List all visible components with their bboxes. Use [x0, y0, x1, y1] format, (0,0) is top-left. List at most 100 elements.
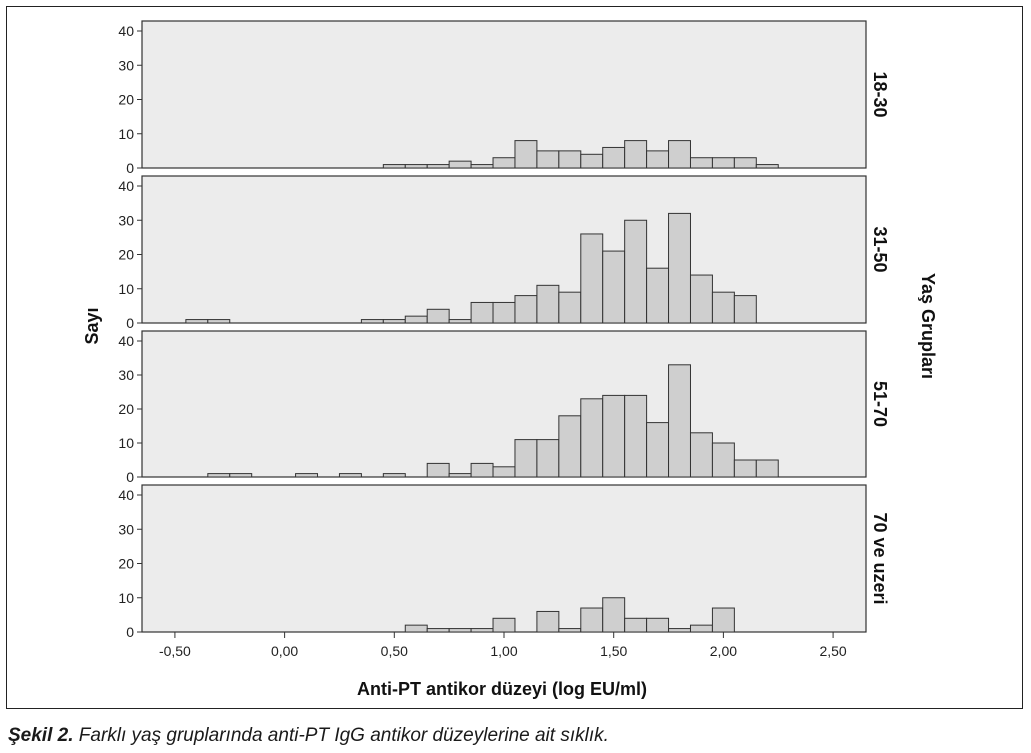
histogram-bar	[470, 628, 494, 633]
histogram-bar	[689, 624, 713, 633]
y-tick-label: 40	[118, 178, 134, 194]
y-tick-label: 10	[118, 281, 134, 297]
facet-panel-2: 0 10 20 30 40 31-50	[118, 175, 890, 331]
facet-panels: 0 10 20 30 40 18-30 0 10 20 30 40 31-50 0 10 20 30 40 51-…	[118, 20, 890, 640]
histogram-bar	[448, 473, 472, 478]
histogram-bar	[448, 628, 472, 633]
histogram-bar	[470, 164, 494, 169]
histogram-bar	[426, 308, 450, 324]
histogram-bar	[580, 233, 604, 324]
histogram-bar	[689, 157, 713, 169]
histogram-bar	[602, 146, 626, 169]
y-tick-label: 40	[118, 333, 134, 349]
histogram-bar	[536, 284, 560, 324]
facet-panel-4: 0 10 20 30 40 70 ve uzeri	[118, 484, 890, 640]
histogram-bar	[514, 140, 538, 169]
histogram-bar	[711, 442, 735, 478]
y-tick-label: 0	[126, 469, 134, 485]
histogram-bar	[602, 394, 626, 478]
histogram-bar	[646, 150, 670, 169]
histogram-bar	[207, 319, 231, 324]
facet-strip-label: 51-70	[870, 381, 890, 427]
histogram-bar	[514, 439, 538, 478]
histogram-bar	[668, 140, 691, 169]
histogram-bar	[382, 473, 406, 478]
x-tick-label: 2,50	[819, 643, 846, 659]
figure-frame	[6, 6, 1023, 709]
histogram-bar	[668, 212, 691, 324]
y-tick-label: 10	[118, 590, 134, 606]
histogram-bar	[404, 624, 428, 633]
y-tick-label: 20	[118, 247, 134, 263]
y-tick-label: 10	[118, 126, 134, 142]
y-tick-label: 10	[118, 435, 134, 451]
histogram-bar	[580, 607, 604, 633]
histogram-bar	[689, 432, 713, 478]
x-tick-label: 0,50	[381, 643, 408, 659]
facet-strip-label: 18-30	[870, 71, 890, 117]
histogram-bar	[185, 319, 209, 324]
histogram-bar	[602, 250, 626, 324]
panel-background	[141, 484, 867, 633]
histogram-bar	[624, 140, 648, 169]
histogram-bar	[711, 607, 735, 633]
histogram-bar	[624, 617, 648, 633]
y-tick-label: 20	[118, 556, 134, 572]
histogram-bar	[580, 398, 604, 478]
histogram-bar	[448, 160, 472, 169]
histogram-bar	[668, 628, 691, 633]
histogram-bar	[514, 295, 538, 324]
histogram-bar	[689, 274, 713, 324]
panel-background	[141, 175, 867, 324]
x-tick-label: -0,50	[159, 643, 191, 659]
histogram-bar	[448, 319, 472, 324]
histogram-bar	[404, 164, 428, 169]
histogram-bar	[536, 150, 560, 169]
histogram-bar	[733, 295, 757, 324]
histogram-bar	[470, 462, 494, 478]
histogram-bar	[295, 473, 319, 478]
panel-background	[141, 330, 867, 478]
x-tick-label: 2,00	[710, 643, 737, 659]
histogram-bar	[558, 291, 582, 324]
histogram-bar	[558, 150, 582, 169]
y-tick-label: 0	[126, 315, 134, 331]
histogram-bar	[426, 462, 450, 478]
x-axis: -0,50 0,00 0,50 1,00 1,50 2,00 2,50	[159, 632, 847, 659]
histogram-bar	[426, 628, 450, 633]
y-tick-label: 20	[118, 92, 134, 108]
histogram-bar	[733, 459, 757, 478]
facet-panel-1: 0 10 20 30 40 18-30	[118, 20, 890, 176]
histogram-bar	[229, 473, 253, 478]
x-tick-label: 0,00	[271, 643, 298, 659]
y-tick-label: 40	[118, 487, 134, 503]
histogram-bar	[492, 157, 516, 169]
histogram-bar	[558, 628, 582, 633]
histogram-bar	[733, 157, 757, 169]
histogram-bar	[646, 422, 670, 478]
figure-number: Şekil 2.	[8, 725, 74, 746]
histogram-bar	[492, 301, 516, 324]
histogram-bar	[711, 157, 735, 169]
histogram-bar	[755, 164, 779, 169]
histogram-bar	[558, 415, 582, 478]
y-tick-label: 30	[118, 521, 134, 537]
y-tick-label: 40	[118, 23, 134, 39]
facet-strip-label: 70 ve uzeri	[870, 512, 890, 604]
histogram-bar	[580, 153, 604, 169]
y-tick-label: 30	[118, 367, 134, 383]
histogram-bar	[536, 439, 560, 478]
histogram-bar	[360, 319, 384, 324]
panel-background	[141, 20, 867, 169]
histogram-bar	[646, 267, 670, 324]
histogram-bar	[207, 473, 231, 478]
y-tick-label: 0	[126, 624, 134, 640]
y-tick-label: 30	[118, 212, 134, 228]
histogram-bar	[382, 319, 406, 324]
histogram-bar	[668, 364, 691, 478]
histogram-bar	[426, 164, 450, 169]
y-tick-label: 0	[126, 160, 134, 176]
figure-caption: Şekil 2. Farklı yaş gruplarında anti-PT …	[8, 725, 609, 747]
y-tick-label: 30	[118, 57, 134, 73]
facet-strip-label: 31-50	[870, 226, 890, 272]
